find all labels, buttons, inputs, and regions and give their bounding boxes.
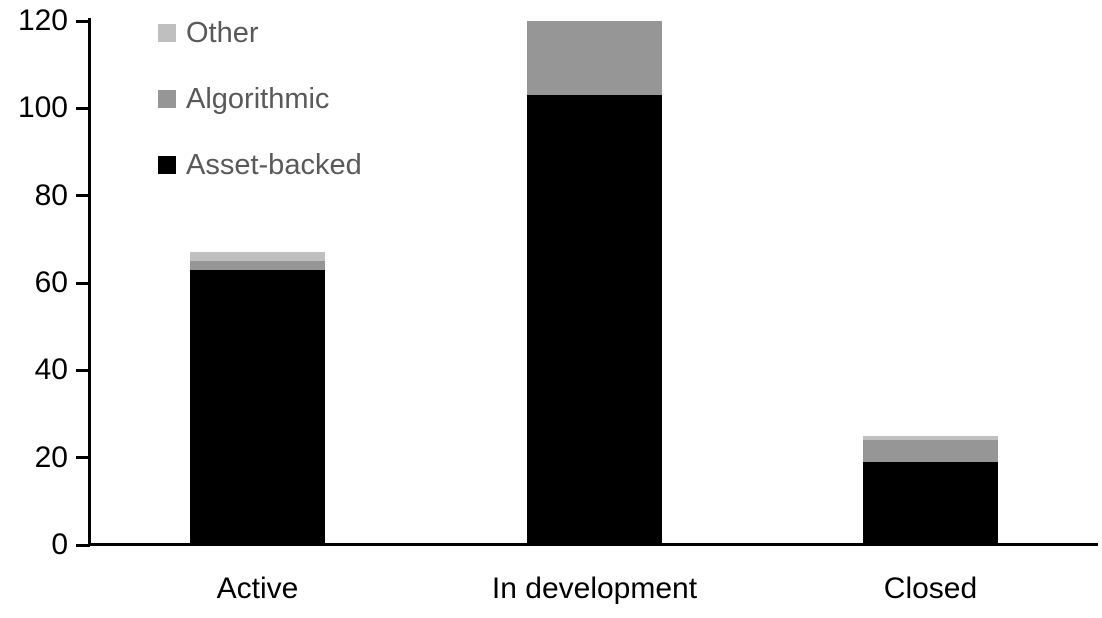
y-axis-tick	[76, 106, 90, 110]
y-tick-label: 80	[34, 178, 68, 212]
y-axis-tick	[76, 19, 90, 23]
bar-segment-algorithmic	[863, 440, 998, 463]
legend-swatch-icon	[158, 24, 176, 42]
y-tick-label: 60	[34, 266, 68, 299]
bar-closed	[863, 435, 998, 545]
legend-swatch-icon	[158, 90, 176, 108]
y-axis-tick	[76, 456, 90, 460]
legend-swatch-icon	[158, 156, 176, 174]
legend: Other Algorithmic Asset-backed	[158, 0, 362, 198]
legend-label: Algorithmic	[186, 82, 330, 115]
bar-segment-asset-backed	[863, 462, 998, 545]
y-axis-tick	[76, 368, 90, 372]
bar-segment-algorithmic	[190, 261, 325, 270]
legend-item-other: Other	[158, 0, 362, 66]
y-axis-tick	[76, 543, 90, 547]
bar-segment-other	[190, 252, 325, 262]
y-tick-label: 20	[34, 440, 68, 474]
y-tick-label: 100	[17, 91, 68, 125]
y-tick-label: 40	[34, 353, 68, 387]
bar-in-development	[527, 21, 662, 545]
bar-segment-algorithmic	[527, 21, 662, 96]
legend-label: Other	[186, 16, 259, 49]
x-category-label: Active	[216, 572, 299, 605]
y-axis-tick	[76, 281, 90, 285]
legend-item-asset-backed: Asset-backed	[158, 132, 362, 198]
bar-active	[190, 252, 325, 545]
bar-segment-asset-backed	[190, 269, 325, 545]
y-axis-tick	[76, 194, 90, 198]
x-category-label: In development	[491, 572, 698, 605]
bar-segment-other	[863, 435, 998, 441]
y-tick-label: 0	[51, 528, 68, 561]
bar-segment-asset-backed	[527, 95, 662, 545]
x-category-label: Closed	[883, 572, 978, 605]
legend-item-algorithmic: Algorithmic	[158, 66, 362, 132]
legend-label: Asset-backed	[186, 148, 362, 181]
y-tick-label: 120	[17, 4, 68, 37]
